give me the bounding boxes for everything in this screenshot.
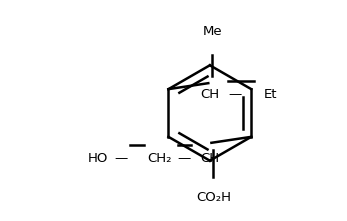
Text: Et: Et bbox=[264, 88, 278, 101]
Text: CH: CH bbox=[201, 88, 220, 101]
Text: CH₂: CH₂ bbox=[147, 152, 172, 165]
Text: —: — bbox=[178, 152, 191, 165]
Text: HO: HO bbox=[87, 152, 108, 165]
Text: —: — bbox=[115, 152, 128, 165]
Text: —: — bbox=[228, 88, 242, 101]
Text: CO₂H: CO₂H bbox=[196, 191, 231, 204]
Text: Me: Me bbox=[202, 25, 222, 38]
Text: CH: CH bbox=[200, 152, 219, 165]
